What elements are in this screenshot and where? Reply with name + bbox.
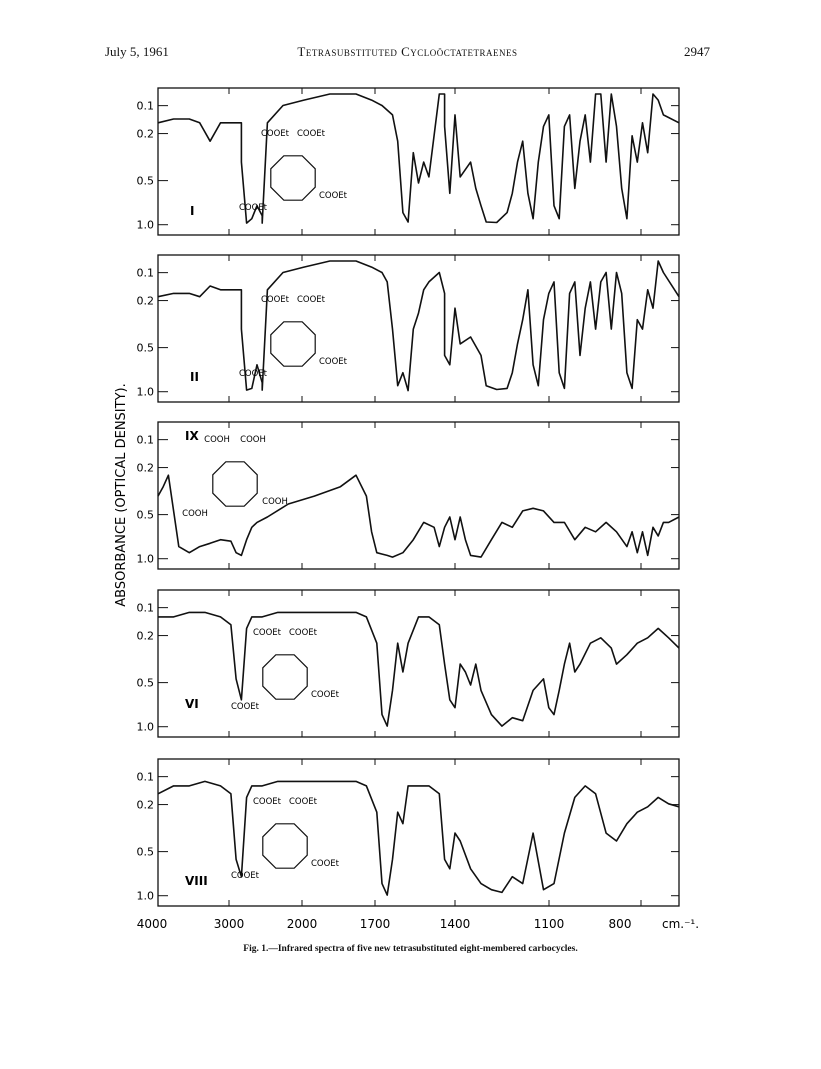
substituent-label: COOH: [182, 509, 208, 519]
y-tick-label: 0.5: [137, 509, 155, 522]
panel-frame: [157, 589, 680, 738]
spectrum-panel-II: 0.1 0.2 0.5 1.0 II COOEt COOEt COOEt COOEt: [137, 254, 680, 403]
panel-frame: [157, 254, 680, 403]
substituent-label: COOEt: [239, 369, 268, 379]
x-tick-label: 800: [609, 917, 632, 931]
spectrum-panel-IX: 0.1 0.2 0.5 1.0 IX COOH COOH COOH COOH: [137, 421, 680, 570]
substituent-label: COOEt: [297, 295, 326, 305]
substituent-label: COOEt: [231, 702, 260, 712]
x-tick-label: cm.⁻¹.: [662, 917, 699, 931]
substituent-label: COOEt: [289, 628, 318, 638]
x-tick-label: 2000: [287, 917, 318, 931]
x-tick-label: 4000: [137, 917, 168, 931]
y-tick-label: 0.1: [137, 602, 155, 615]
spectrum-line-II: [157, 260, 680, 392]
octagon-ring: [262, 823, 308, 869]
y-tick-label: 1.0: [137, 721, 155, 734]
substituent-label: COOEt: [289, 797, 318, 807]
x-tick-label: 1100: [534, 917, 565, 931]
figure-caption: Fig. 1.—Infrared spectra of five new tet…: [243, 944, 578, 954]
substituent-label: COOEt: [311, 690, 340, 700]
substituent-label: COOEt: [261, 129, 290, 139]
octagon-ring: [270, 155, 316, 201]
y-tick-label: 0.2: [137, 799, 155, 812]
y-tick-label: 1.0: [137, 890, 155, 903]
octagon-ring: [262, 654, 308, 700]
substituent-label: COOH: [240, 435, 266, 445]
y-tick-label: 0.2: [137, 462, 155, 475]
y-tick-label: 0.5: [137, 846, 155, 859]
panel-frame: [157, 421, 680, 570]
y-tick-label: 0.5: [137, 175, 155, 188]
spectrum-panel-VIII: 0.1 0.2 0.5 1.0 VIII COOEt COOEt COOEt COOEt: [137, 758, 680, 907]
octagon-ring: [212, 461, 258, 507]
header-title: Tetrasubstituted Cycloöctatetraenes: [297, 44, 518, 59]
octagon-ring: [270, 321, 316, 367]
y-axis-label: ABSORBANCE (OPTICAL DENSITY).: [114, 383, 129, 606]
panel-frame: [157, 758, 680, 907]
substituent-label: COOEt: [239, 203, 268, 213]
y-tick-label: 0.5: [137, 342, 155, 355]
y-tick-label: 0.1: [137, 771, 155, 784]
substituent-label: COOH: [204, 435, 230, 445]
y-tick-label: 0.5: [137, 677, 155, 690]
compound-label: VIII: [185, 874, 208, 888]
compound-label: II: [190, 370, 199, 384]
y-tick-label: 0.1: [137, 267, 155, 280]
x-tick-label: 1700: [360, 917, 391, 931]
header-date: July 5, 1961: [105, 44, 169, 59]
spectrum-line-I: [157, 93, 680, 224]
substituent-label: COOEt: [253, 628, 282, 638]
compound-label: I: [190, 204, 194, 218]
substituent-label: COOEt: [253, 797, 282, 807]
x-tick-label: 1400: [440, 917, 471, 931]
substituent-label: COOEt: [319, 357, 348, 367]
y-tick-label: 0.2: [137, 295, 155, 308]
substituent-label: COOEt: [261, 295, 290, 305]
compound-label: IX: [185, 429, 199, 443]
page-header: July 5, 1961 Tetrasubstituted Cycloöctat…: [105, 44, 710, 64]
y-tick-label: 0.1: [137, 434, 155, 447]
spectrum-panel-I: 0.1 0.2 0.5 1.0 I COOEt COOEt COOEt COOEt: [137, 87, 680, 236]
y-tick-label: 0.1: [137, 100, 155, 113]
y-tick-label: 1.0: [137, 219, 155, 232]
y-tick-label: 0.2: [137, 128, 155, 141]
panel-frame: [157, 87, 680, 236]
y-tick-label: 1.0: [137, 386, 155, 399]
substituent-label: COOH: [262, 497, 288, 507]
header-page-number: 2947: [684, 44, 710, 59]
y-tick-label: 1.0: [137, 553, 155, 566]
spectrum-line-IX: [157, 474, 680, 558]
substituent-label: COOEt: [311, 859, 340, 869]
y-tick-label: 0.2: [137, 630, 155, 643]
substituent-label: COOEt: [297, 129, 326, 139]
spectrum-panel-VI: 0.1 0.2 0.5 1.0 VI COOEt COOEt COOEt COOEt: [137, 589, 680, 738]
substituent-label: COOEt: [231, 871, 260, 881]
substituent-label: COOEt: [319, 191, 348, 201]
spectrum-line-VI: [158, 611, 680, 727]
spectrum-line-VIII: [157, 780, 680, 896]
x-tick-label: 3000: [214, 917, 245, 931]
compound-label: VI: [185, 697, 199, 711]
